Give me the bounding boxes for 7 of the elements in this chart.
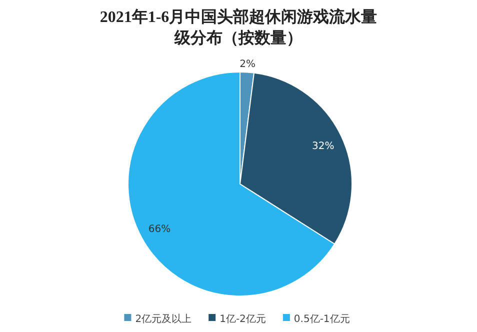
- data-label: 2%: [240, 59, 256, 70]
- data-label: 66%: [148, 224, 171, 236]
- legend-label: 2亿元及以上: [135, 313, 192, 325]
- data-label: 32%: [312, 140, 334, 152]
- legend-label: 1亿-2亿元: [220, 314, 266, 325]
- legend-label: 0.5亿-1亿元: [294, 314, 350, 325]
- chart-title: 2021年1-6月中国头部超休闲游戏流水量级分布（按数量）: [100, 9, 378, 47]
